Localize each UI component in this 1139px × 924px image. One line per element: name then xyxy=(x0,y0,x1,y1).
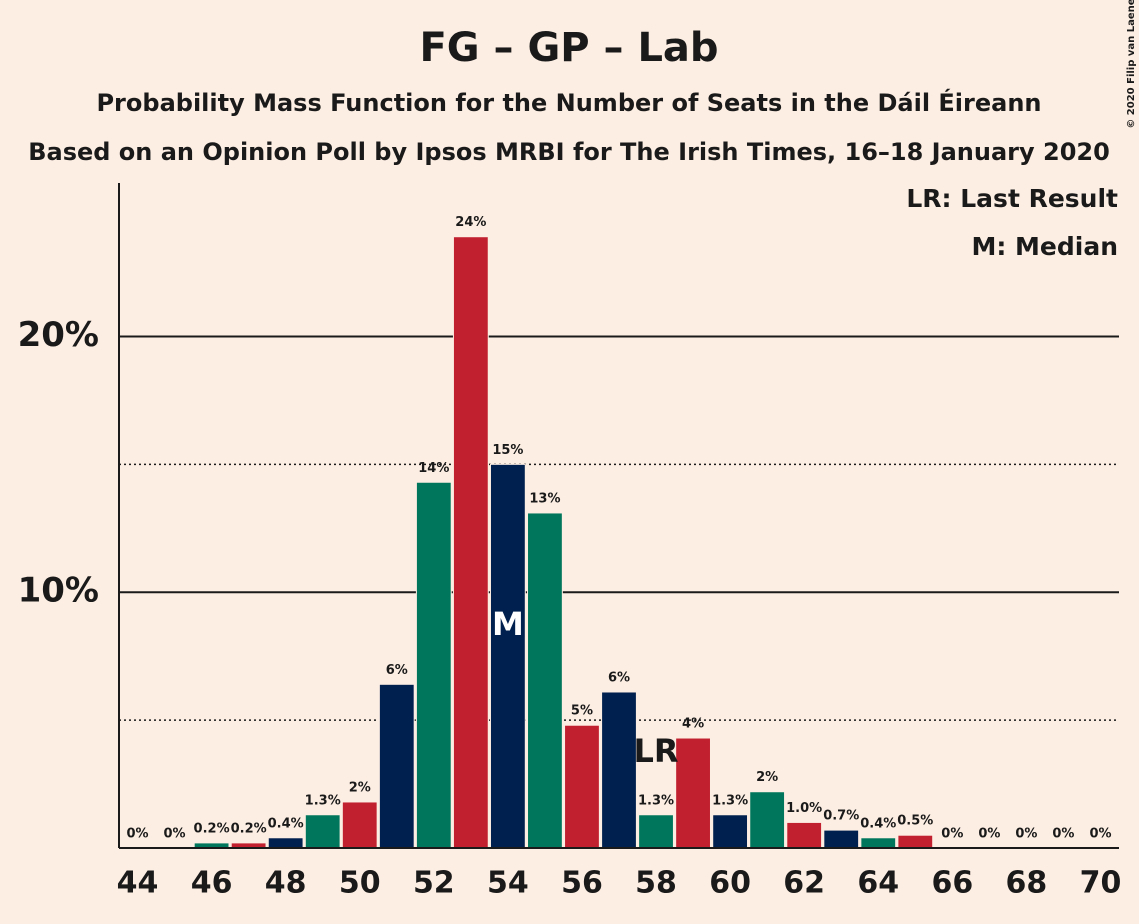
x-tick-label: 58 xyxy=(635,866,677,901)
marker-label: M xyxy=(492,605,524,643)
value-label: 13% xyxy=(529,491,560,506)
value-label: 1.3% xyxy=(638,793,674,808)
bar xyxy=(749,791,786,849)
bar xyxy=(786,821,823,849)
value-label: 6% xyxy=(608,670,630,685)
value-label: 0% xyxy=(978,827,1000,842)
x-tick-label: 46 xyxy=(191,866,233,901)
value-label: 1.3% xyxy=(712,793,748,808)
x-tick-label: 54 xyxy=(487,866,529,901)
chart-title: FG – GP – Lab xyxy=(419,25,718,71)
x-tick-label: 56 xyxy=(561,866,603,901)
value-label: 15% xyxy=(492,443,523,458)
value-label: 0% xyxy=(941,827,963,842)
bar xyxy=(638,814,674,849)
value-label: 0% xyxy=(164,827,186,842)
x-tick-label: 64 xyxy=(857,866,899,901)
value-label: 24% xyxy=(455,215,486,230)
bar xyxy=(675,737,711,849)
y-tick-label: 10% xyxy=(18,571,99,611)
y-tick-label: 20% xyxy=(18,315,99,355)
value-label: 14% xyxy=(418,461,449,476)
x-tick-label: 44 xyxy=(117,866,159,901)
value-label: 0% xyxy=(1089,827,1111,842)
value-label: 0.4% xyxy=(860,816,896,831)
value-label: 1.3% xyxy=(305,793,341,808)
x-tick-label: 62 xyxy=(783,866,825,901)
x-tick-label: 68 xyxy=(1006,866,1048,901)
bar xyxy=(712,814,749,849)
subtitle: Probability Mass Function for the Number… xyxy=(96,88,1041,117)
value-label: 0% xyxy=(126,827,148,842)
subtitle: Based on an Opinion Poll by Ipsos MRBI f… xyxy=(28,138,1110,166)
value-label: 0.5% xyxy=(897,814,933,829)
value-label: 2% xyxy=(349,780,371,795)
value-label: 5% xyxy=(571,704,593,719)
value-label: 0% xyxy=(1015,827,1037,842)
x-tick-label: 66 xyxy=(931,866,973,901)
bar xyxy=(564,724,600,849)
bar xyxy=(415,481,452,849)
bar xyxy=(304,814,341,849)
bar xyxy=(378,683,415,849)
bar xyxy=(897,834,934,849)
value-label: 0.2% xyxy=(231,821,267,836)
x-tick-label: 50 xyxy=(339,866,381,901)
value-label: 0.2% xyxy=(194,821,230,836)
x-tick-label: 70 xyxy=(1080,866,1122,901)
marker-label: LR xyxy=(634,732,679,770)
x-tick-label: 48 xyxy=(265,866,307,901)
value-label: 0% xyxy=(1052,827,1074,842)
value-label: 2% xyxy=(756,770,778,785)
legend-entry: LR: Last Result xyxy=(906,184,1118,213)
x-tick-label: 52 xyxy=(413,866,455,901)
value-label: 0.7% xyxy=(823,809,859,824)
copyright: © 2020 Filip van Laenen xyxy=(1126,0,1137,129)
value-label: 4% xyxy=(682,717,704,732)
bar xyxy=(341,801,378,849)
x-tick-label: 60 xyxy=(709,866,751,901)
bar xyxy=(267,837,304,849)
value-label: 1.0% xyxy=(786,801,822,816)
bar xyxy=(452,236,489,849)
bar xyxy=(489,463,526,849)
bar xyxy=(601,691,637,849)
value-label: 6% xyxy=(386,663,408,678)
value-label: 0.4% xyxy=(268,816,304,831)
bar xyxy=(527,512,563,849)
bar xyxy=(823,829,860,849)
bar xyxy=(860,837,897,849)
legend-entry: M: Median xyxy=(971,232,1118,261)
